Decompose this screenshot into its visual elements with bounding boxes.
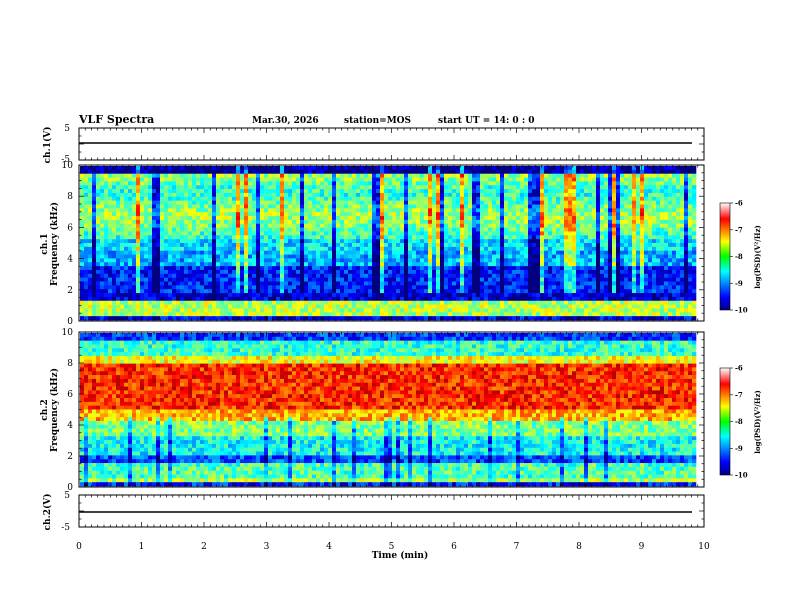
time-tick-label: 10 — [698, 542, 710, 552]
colorbar-tick-label: -7 — [735, 390, 743, 399]
time-tick-labels: 0 1 2 3 4 5 6 7 8 9 10 — [76, 542, 710, 552]
colorbar-tick-label: -8 — [735, 252, 743, 261]
ch2-colorbar-label: log(PSD)(V²/Hz) — [753, 390, 762, 454]
x-axis-label: Time (min) — [372, 550, 429, 561]
station-label: station=MOS — [344, 116, 411, 126]
time-tick-label: 9 — [639, 542, 645, 552]
ch2-waveform-plot-area — [79, 495, 704, 527]
colorbar-tick-label: -10 — [735, 306, 748, 315]
freq-tick-label: 0 — [67, 483, 73, 493]
time-tick-label: 7 — [514, 542, 520, 552]
start-time-label: start UT = 14: 0 : 0 — [438, 116, 535, 126]
colorbar-tick-label: -9 — [735, 279, 743, 288]
ch1-colorbar: -10 -9 -8 -7 -6 log(PSD)(V²/Hz) — [719, 199, 762, 315]
time-tick-label: 6 — [451, 542, 457, 552]
time-tick-label: 3 — [264, 542, 270, 552]
freq-tick-label: 10 — [62, 161, 74, 171]
ch2-colorbar-gradient — [719, 367, 731, 476]
ch2-wave-ytick-bottom: -5 — [61, 523, 70, 533]
colorbar-tick-label: -6 — [735, 364, 743, 373]
axis-ticks — [78, 127, 705, 528]
time-tick-label: 5 — [389, 542, 395, 552]
colorbar-tick-label: -9 — [735, 444, 743, 453]
ch1-waveform-plot-area — [79, 128, 704, 160]
ch1-colorbar-gradient — [719, 202, 731, 311]
ch2-wave-ytick-top: 5 — [64, 491, 70, 501]
ch2-spectrogram-ylabel: ch.2Frequency (kHz) — [40, 368, 60, 452]
colorbar-tick-label: -6 — [735, 199, 743, 208]
freq-tick-label: 4 — [67, 421, 73, 431]
time-tick-label: 4 — [326, 542, 332, 552]
freq-tick-label: 6 — [67, 223, 73, 233]
ch1-waveform-ylabel: ch.1(V) — [42, 127, 53, 164]
colorbar-tick-label: -7 — [735, 225, 743, 234]
freq-tick-label: 8 — [67, 359, 73, 369]
freq-tick-label: 8 — [67, 192, 73, 202]
date-label: Mar.30, 2026 — [252, 116, 319, 126]
ch1-spectrogram-ylabel: ch.1Frequency (kHz) — [40, 202, 60, 286]
freq-tick-label: 0 — [67, 317, 73, 327]
freq-tick-label: 2 — [67, 452, 73, 462]
freq-tick-label: 10 — [62, 328, 74, 338]
freq-tick-label: 6 — [67, 390, 73, 400]
time-tick-label: 0 — [76, 542, 82, 552]
figure-title: VLF Spectra — [78, 113, 154, 126]
ch1-wave-ytick-bottom: -5 — [61, 155, 70, 165]
ch2-spectrogram-image — [80, 333, 697, 487]
ch2-colorbar: -10 -9 -8 -7 -6 log(PSD)(V²/Hz) — [719, 364, 762, 480]
ch1-colorbar-label: log(PSD)(V²/Hz) — [753, 225, 762, 289]
time-tick-label: 2 — [201, 542, 207, 552]
freq-tick-label: 4 — [67, 255, 73, 265]
time-tick-label: 1 — [139, 542, 145, 552]
colorbar-tick-label: -10 — [735, 471, 748, 480]
ch2-waveform-ylabel: ch.2(V) — [42, 494, 53, 531]
colorbar-tick-label: -8 — [735, 417, 743, 426]
time-tick-label: 8 — [576, 542, 582, 552]
ch1-spectrogram-image — [80, 166, 697, 321]
freq-tick-label: 2 — [67, 286, 73, 296]
ch1-wave-ytick-top: 5 — [64, 124, 70, 134]
